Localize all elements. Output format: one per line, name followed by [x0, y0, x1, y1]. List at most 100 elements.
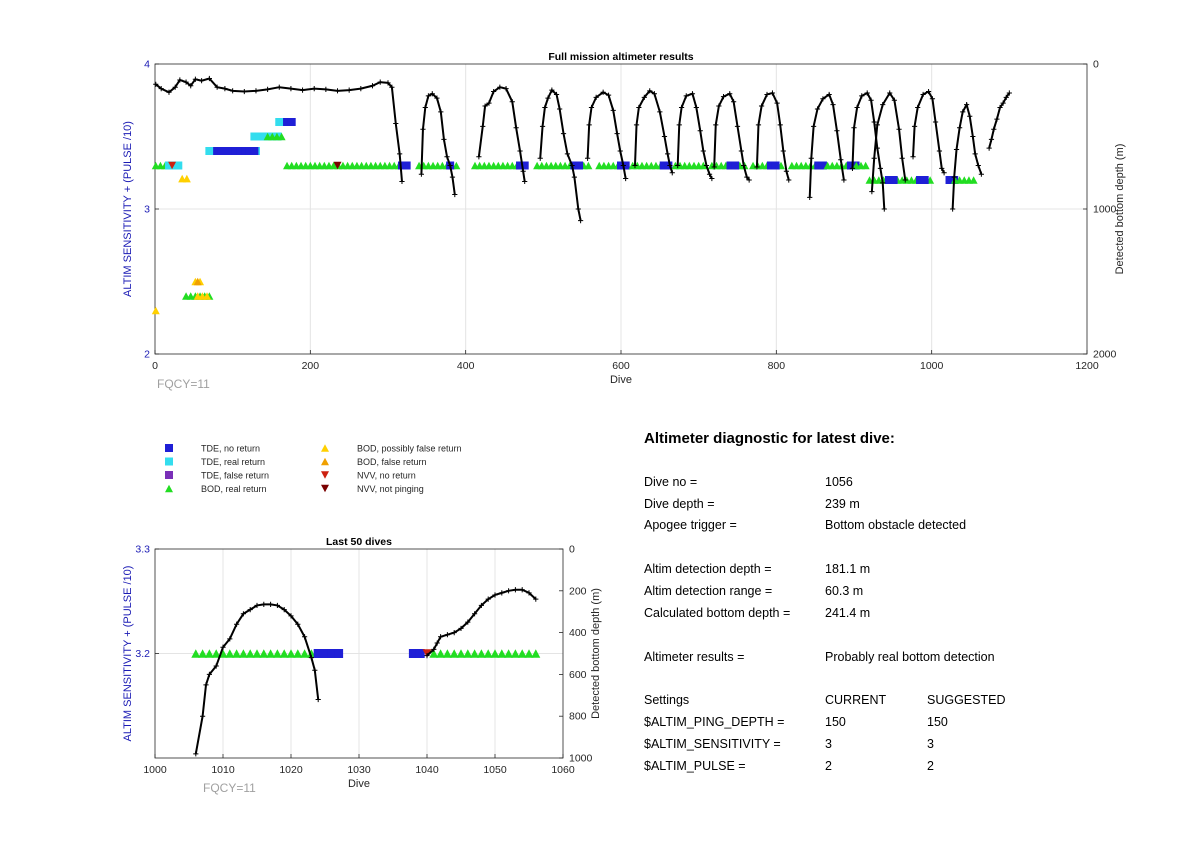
last50-marker-bod-real-return [191, 649, 201, 658]
full-depth-point [920, 91, 926, 98]
full-depth-point [420, 126, 426, 132]
full-depth-line [912, 90, 945, 174]
full-depth-point [953, 146, 960, 153]
full-marker-tde-no-return [241, 147, 250, 155]
last50-marker-tde-no-return [408, 649, 418, 658]
last50-marker-bod-real-return [463, 649, 473, 658]
full-depth-point [709, 175, 715, 182]
full-depth-point [678, 104, 685, 111]
full-depth-point [941, 170, 947, 176]
full-depth-point [915, 104, 921, 111]
full-depth-point [199, 78, 205, 84]
full-depth-point [542, 104, 548, 111]
full-depth-point [769, 90, 776, 96]
full-depth-point [311, 86, 317, 92]
full-marker-bod-possibly-false [182, 174, 191, 183]
last50-depth-point [261, 601, 267, 607]
full-depth-point [537, 155, 543, 161]
last50-x-tick-label: 1030 [347, 764, 371, 776]
last50-depth-point [312, 667, 318, 673]
full-chart-title: Full mission altimeter results [548, 51, 693, 63]
full-depth-point [369, 83, 376, 89]
full-depth-point [964, 102, 970, 108]
full-depth-point [880, 180, 886, 186]
last50-depth-point [302, 634, 308, 640]
legend-label-nvv-not-pinging: NVV, not pinging [357, 484, 424, 494]
last50-marker-bod-real-return [476, 649, 486, 658]
last50-depth-point [227, 636, 233, 642]
full-marker-tde-no-return [945, 176, 954, 184]
full-depth-point [288, 86, 294, 92]
full-depth-point [636, 104, 642, 111]
full-depth-point [497, 84, 503, 90]
full-depth-point [253, 88, 259, 94]
last50-marker-bod-real-return [524, 649, 534, 658]
last50-marker-bod-real-return [517, 649, 527, 658]
full-depth-point [675, 162, 681, 169]
last50-marker-bod-real-return [306, 649, 316, 658]
full-depth-point [676, 122, 682, 128]
full-y-tick-label: 3 [144, 204, 150, 216]
full-marker-tde-no-return [889, 176, 898, 184]
last50-marker-tde-no-return [320, 649, 330, 658]
last50-depth-point [431, 646, 437, 652]
last50-x-tick-label: 1020 [279, 764, 303, 776]
full-depth-point [549, 87, 555, 93]
full-marker-nvv-not-pinging [333, 161, 342, 170]
full-depth-line [539, 88, 582, 221]
full-marker-bod-false-return [193, 277, 202, 286]
full-depth-point [910, 154, 916, 160]
last50-depth-point [506, 588, 512, 594]
last50-marker-tde-no-return [313, 649, 323, 658]
full-depth-point [814, 106, 821, 112]
full-depth-point [851, 125, 857, 131]
full-fqcy-annotation: FQCY=11 [157, 377, 210, 391]
full-marker-tde-no-return [726, 161, 735, 170]
last50-depth-point [220, 644, 226, 650]
apogee-label: Apogee trigger = [644, 518, 737, 532]
full-depth-point [697, 128, 703, 134]
full-depth-point [476, 154, 482, 160]
full-depth-point [557, 106, 563, 112]
full-marker-tde-no-return [846, 161, 855, 170]
pulse-suggested: 2 [927, 759, 934, 773]
full-depth-point [491, 88, 497, 95]
legend-marker-bod-possibly-false [321, 444, 329, 452]
full-depth-point [780, 148, 786, 154]
full-depth-point [807, 194, 813, 200]
full-depth-point [741, 162, 747, 169]
full-depth-line [851, 91, 886, 210]
full-depth-point [880, 102, 886, 108]
last50-depth-point [533, 596, 539, 602]
full-x-tick-label: 1000 [920, 360, 944, 372]
detection-range-label: Altim detection range = [644, 584, 773, 598]
full-depth-line [633, 89, 674, 174]
full-depth-point [183, 79, 189, 85]
results-label: Altimeter results = [644, 650, 745, 664]
sensitivity-label: $ALTIM_SENSITIVITY = [644, 737, 781, 751]
full-depth-point [932, 119, 939, 125]
last50-depth-point [206, 671, 212, 677]
last50-marker-bod-real-return [497, 649, 507, 658]
last50-y2-tick-label: 800 [569, 711, 587, 723]
full-marker-tde-no-return [402, 161, 411, 170]
last50-marker-bod-real-return [252, 649, 262, 658]
last50-depth-point [254, 602, 260, 609]
last50-depth-point [308, 655, 314, 661]
last50-marker-tde-no-return [415, 649, 425, 658]
full-depth-point [950, 206, 956, 212]
full-depth-point [838, 157, 844, 163]
full-depth-point [868, 97, 874, 103]
full-x-tick-label: 400 [457, 360, 475, 372]
full-depth-point [689, 91, 696, 97]
last50-depth-point [492, 592, 498, 598]
last50-depth-point [424, 652, 430, 659]
pulse-label: $ALTIM_PULSE = [644, 759, 746, 773]
full-x-tick-label: 0 [152, 360, 158, 372]
last50-marker-bod-real-return [279, 649, 289, 658]
full-depth-point [859, 93, 865, 99]
full-marker-tde-no-return [818, 161, 827, 170]
full-depth-point [881, 206, 887, 212]
ping-depth-suggested: 150 [927, 715, 948, 729]
last50-marker-tde-no-return [327, 649, 337, 658]
